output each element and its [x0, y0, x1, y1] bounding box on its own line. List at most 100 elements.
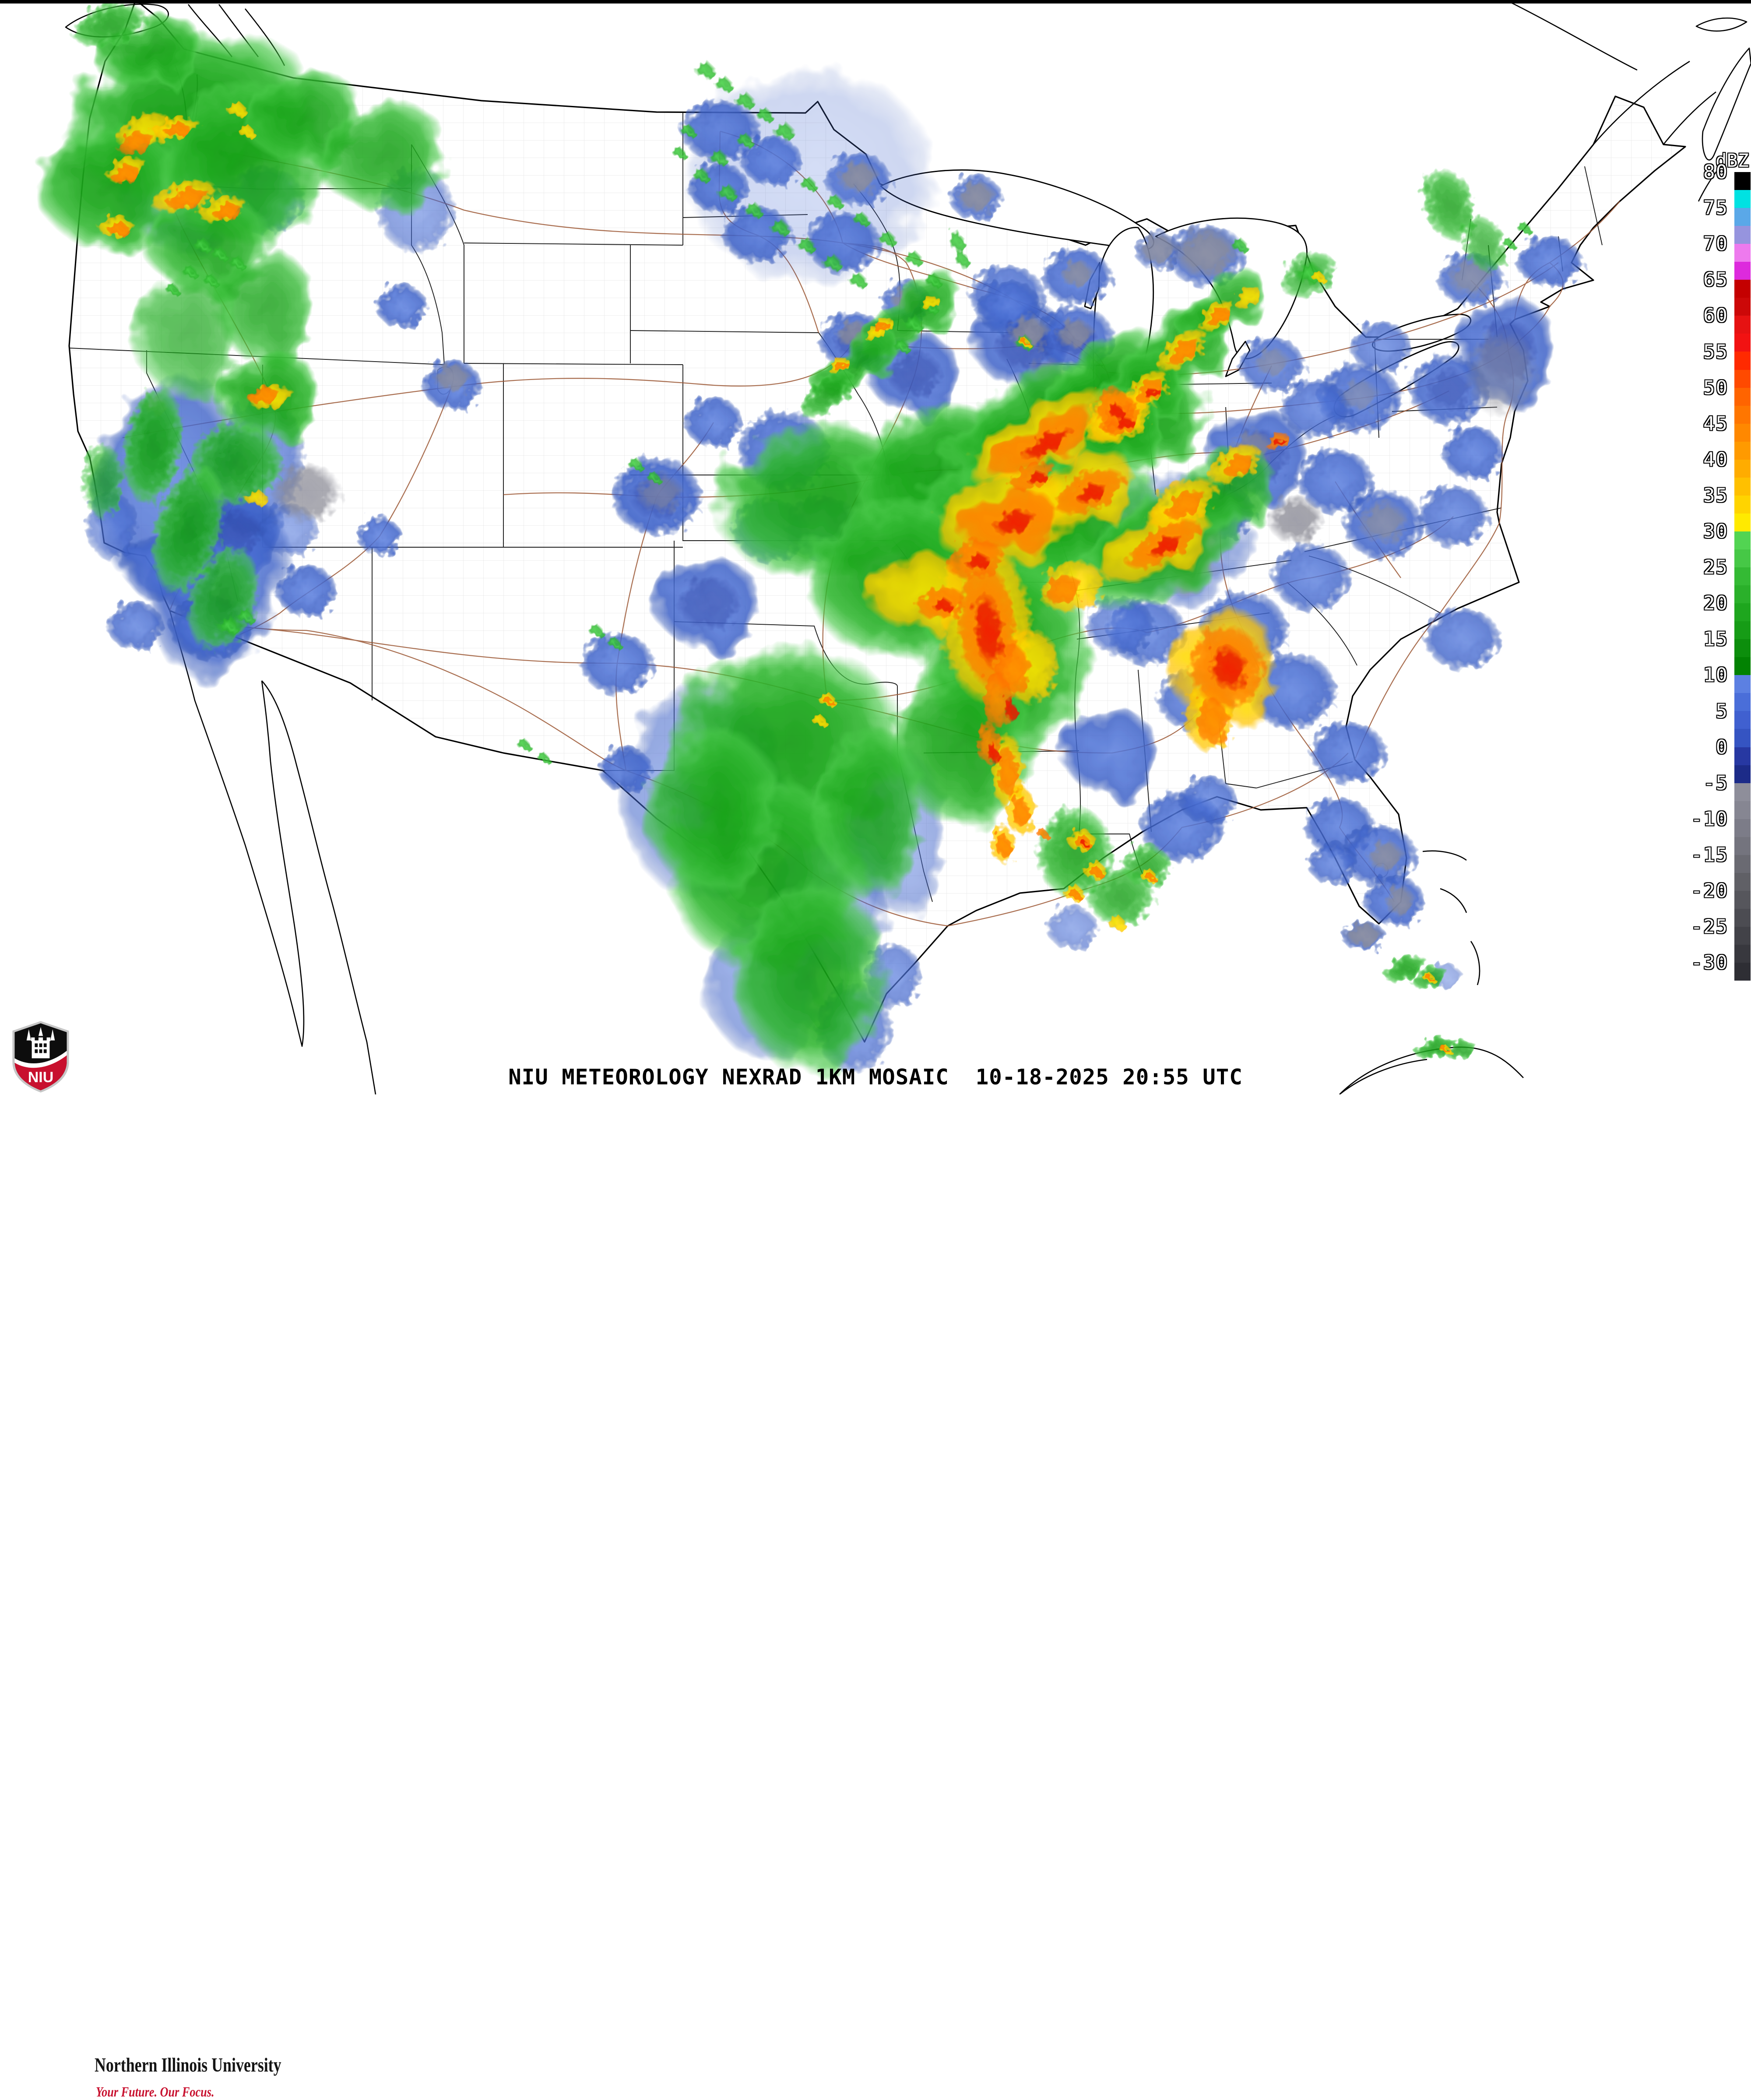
- radar-echo-o: [1207, 307, 1229, 326]
- radar-echo-gb: [216, 618, 241, 634]
- radar-echo-n: [886, 351, 944, 398]
- radar-echo-gb: [672, 148, 686, 157]
- colorbar-title: dBZ: [1716, 150, 1749, 171]
- radar-echo-b: [1442, 426, 1505, 480]
- radar-echo-o: [1167, 338, 1199, 366]
- niu-shield-icon: NIU: [12, 1021, 69, 1093]
- colorbar-segment: [1734, 783, 1751, 801]
- radar-echo-b: [1271, 542, 1351, 612]
- colorbar-segment: [1734, 244, 1751, 262]
- colorbar-tick-label: -10: [1691, 808, 1728, 830]
- colorbar-segment: [1734, 603, 1751, 622]
- colorbar-tick-label: 30: [1703, 520, 1728, 543]
- radar-echo-b: [1178, 777, 1238, 824]
- radar-echo-gb: [607, 638, 621, 647]
- niu-acronym: NIU: [28, 1069, 54, 1086]
- colorbar-segment: [1734, 693, 1751, 711]
- colorbar-tick-label: -25: [1691, 915, 1728, 938]
- radar-echo-gb: [825, 196, 843, 207]
- colorbar-segment: [1734, 729, 1751, 747]
- radar-echo-gb: [877, 232, 896, 245]
- radar-echo-b: [1350, 322, 1413, 373]
- colorbar-segment: [1734, 531, 1751, 549]
- radar-echo-gy: [1338, 378, 1380, 413]
- colorbar-segment: [1734, 280, 1751, 298]
- radar-echo-g: [815, 724, 927, 894]
- radar-echo-gb: [772, 124, 795, 139]
- colorbar-segment: [1734, 711, 1751, 729]
- radar-echo-r: [988, 742, 998, 763]
- colorbar-segment: [1734, 908, 1751, 927]
- radar-echo-gb: [955, 250, 968, 267]
- colorbar-segment: [1734, 963, 1751, 981]
- colorbar-tick-label: 10: [1703, 664, 1728, 686]
- radar-echo-o: [1044, 574, 1082, 606]
- colorbar-tick-label: 15: [1703, 628, 1728, 651]
- colorbar-segment: [1734, 352, 1751, 370]
- radar-echo-gy: [1173, 227, 1239, 279]
- bahamas: [1422, 850, 1480, 985]
- radar-echo-g: [122, 386, 184, 506]
- colorbar-tick-label: 5: [1716, 700, 1728, 722]
- colorbar-tick-label: -30: [1691, 951, 1728, 974]
- colorbar-segment: [1734, 262, 1751, 280]
- radar-echo-o: [106, 223, 130, 235]
- radar-echo-b: [1308, 843, 1358, 885]
- radar-echo-gb: [692, 169, 709, 181]
- radar-echo-o: [1020, 339, 1027, 343]
- radar-echo-o: [1011, 795, 1030, 828]
- colorbar-tick-label: -20: [1691, 879, 1728, 902]
- colorbar-segment: [1734, 621, 1751, 640]
- radar-echo-r: [1148, 534, 1183, 558]
- radar-echo-o: [1036, 829, 1048, 837]
- radar-echo-o: [1425, 975, 1432, 979]
- radar-echo-gy: [1464, 328, 1539, 419]
- radar-echo-gy: [1385, 883, 1414, 918]
- radar-echo-o: [246, 387, 280, 404]
- colorbar-segment: [1734, 657, 1751, 675]
- colorbar-tick-label: -5: [1703, 772, 1728, 795]
- radar-echo-b: [1062, 708, 1162, 796]
- radar-echo-g: [186, 545, 260, 652]
- colorbar-segment: [1734, 819, 1751, 837]
- radar-echo-gb: [755, 109, 773, 121]
- radar-echo-o: [823, 698, 832, 703]
- colorbar-segment: [1734, 890, 1751, 909]
- radar-echo-gb: [892, 340, 910, 352]
- radar-echo-b: [1424, 607, 1501, 670]
- radar-echo-y: [1311, 273, 1325, 281]
- colorbar-segment: [1734, 172, 1751, 190]
- radar-echo-o: [1068, 890, 1079, 898]
- colorbar-tick-label: 60: [1703, 304, 1728, 327]
- radar-echo-r: [1021, 426, 1074, 461]
- niu-tagline: Your Future. Our Focus.: [96, 2084, 214, 2100]
- colorbar-segment: [1734, 549, 1751, 568]
- radar-echo-gb: [165, 284, 179, 294]
- radar-echo-o: [1195, 698, 1229, 745]
- radar-echo-gb: [847, 274, 867, 287]
- radar-echo-gb: [735, 134, 753, 146]
- radar-echo-gb: [796, 239, 815, 252]
- radar-echo-r: [1108, 402, 1123, 419]
- radar-echo-b: [107, 602, 165, 651]
- radar-echo-gb: [210, 248, 228, 260]
- radar-echo-gb: [228, 257, 245, 268]
- radar-echo-r: [1115, 417, 1133, 430]
- radar-echo-gb: [949, 230, 964, 251]
- radar-echo-r: [1273, 439, 1282, 446]
- radar-echo-gb: [734, 94, 755, 108]
- radar-echo-b: [1280, 379, 1351, 438]
- radar-echo-gb: [924, 274, 941, 286]
- colorbar-tick-label: 55: [1703, 341, 1728, 363]
- radar-echo-g: [1421, 167, 1477, 243]
- radar-echo-n: [676, 576, 742, 630]
- radar-echo-o: [1144, 873, 1154, 879]
- radar-echo-o: [1089, 867, 1102, 876]
- radar-echo-gy: [1343, 922, 1385, 948]
- radar-echo-g: [1122, 845, 1172, 887]
- colorbar-segment: [1734, 208, 1751, 226]
- radar-echo-b: [1515, 236, 1584, 287]
- radar-echo-gb: [537, 753, 549, 762]
- radar-echo-gb: [646, 472, 660, 482]
- colorbar-tick-label: 20: [1703, 592, 1728, 615]
